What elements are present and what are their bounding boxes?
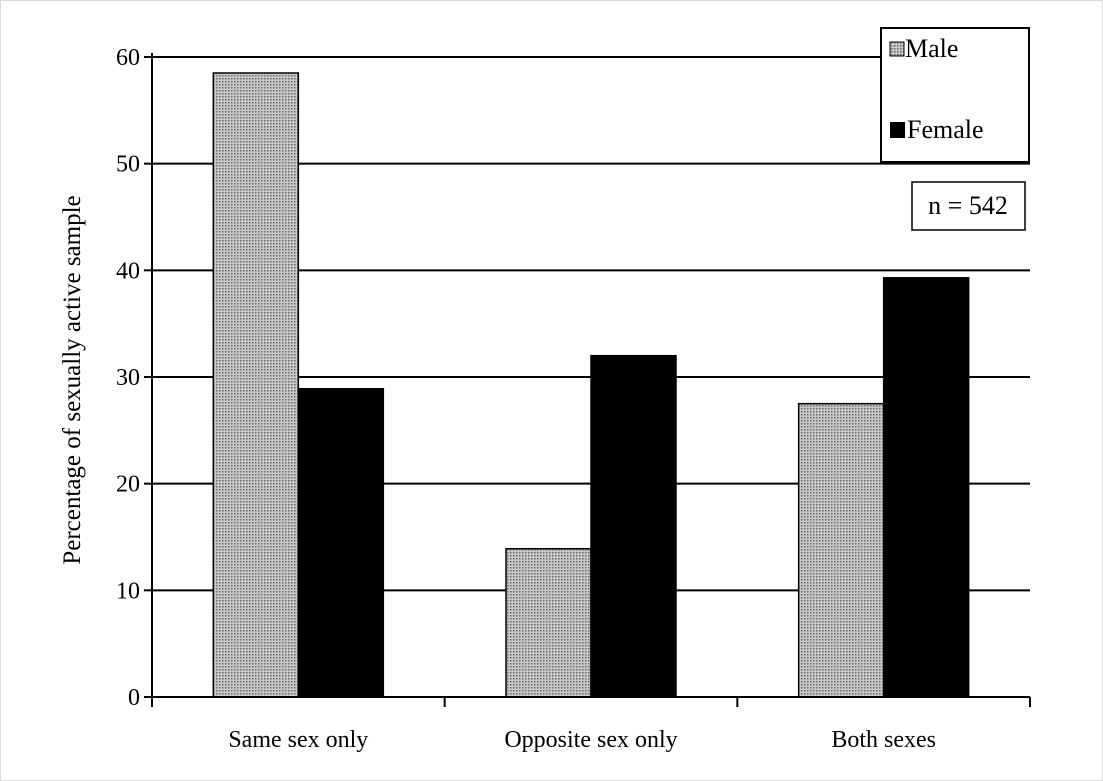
annotation-box xyxy=(911,181,1026,231)
bar-male-1 xyxy=(212,72,300,698)
legend-swatch-male xyxy=(889,41,905,57)
bars xyxy=(212,72,970,698)
bar-male-2 xyxy=(505,547,592,698)
y-tick-label: 50 xyxy=(116,152,140,178)
y-tick-label: 60 xyxy=(116,45,140,71)
legend-box xyxy=(880,27,1030,163)
y-tick-label: 20 xyxy=(116,472,140,498)
annotation-text: n = 542 xyxy=(928,191,1008,220)
axes xyxy=(144,53,1031,707)
bar-male-3 xyxy=(797,402,885,698)
labels: 0 10 20 30 40 50 60 Same sex only Opposite sex o… xyxy=(116,45,936,753)
bar-female-3 xyxy=(882,277,970,698)
sample-size-annotation: n = 542 xyxy=(911,181,1026,231)
y-axis-label: Percentage of sexually active sample xyxy=(59,195,86,564)
y-tick-label: 10 xyxy=(116,578,140,604)
x-category-label: Both sexes xyxy=(831,727,936,753)
bar-female-1 xyxy=(297,387,385,698)
legend-label-female: Female xyxy=(907,115,984,144)
legend-swatch-female xyxy=(890,122,905,138)
y-tick-label: 30 xyxy=(116,365,140,391)
y-tick-label: 0 xyxy=(128,685,140,711)
x-category-label: Opposite sex only xyxy=(504,727,677,753)
legend: Male Female xyxy=(880,27,1030,163)
y-tick-label: 40 xyxy=(116,258,140,284)
bar-female-2 xyxy=(590,354,677,698)
x-category-label: Same sex only xyxy=(228,727,368,753)
legend-label-male: Male xyxy=(905,34,958,63)
